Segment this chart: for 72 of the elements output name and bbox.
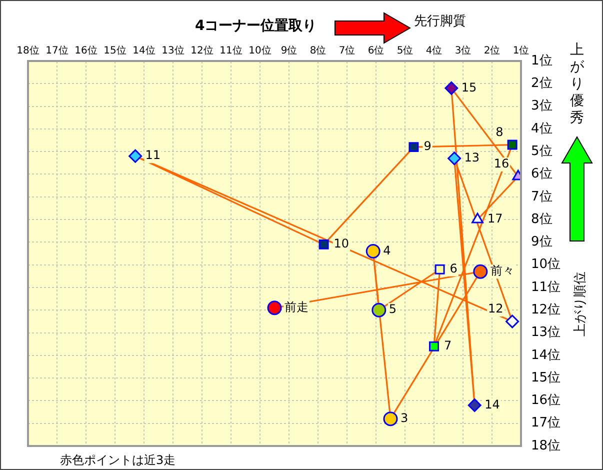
y-axis-title: 上がり順位 bbox=[572, 270, 589, 338]
annotation: 17 bbox=[488, 212, 503, 226]
x-tick-label: 3位 bbox=[454, 44, 472, 57]
text: 先行脚質 bbox=[414, 13, 466, 30]
text: 赤色ポイントは近3走 bbox=[60, 452, 176, 469]
point bbox=[507, 140, 518, 150]
point bbox=[408, 142, 419, 152]
annotation: 8 bbox=[496, 124, 504, 139]
y-tick-label: 15位 bbox=[531, 370, 561, 386]
x-tick-label: 10位 bbox=[248, 44, 272, 57]
annotation: 11 bbox=[145, 148, 161, 162]
annotation: 5 bbox=[388, 302, 397, 316]
x-tick-label: 17位 bbox=[46, 44, 68, 57]
x-tick-label: 7位 bbox=[338, 44, 356, 57]
x-tick-label: 15位 bbox=[104, 44, 126, 57]
point bbox=[473, 264, 488, 279]
x-tick-label: 6位 bbox=[368, 44, 384, 57]
x-tick-label: 13位 bbox=[162, 44, 184, 57]
annotation: 10 bbox=[334, 236, 350, 251]
point bbox=[434, 264, 445, 274]
annotation: 7 bbox=[444, 338, 452, 352]
x-tick-label: 5位 bbox=[396, 44, 414, 57]
point bbox=[383, 412, 398, 426]
y-tick-label: 11位 bbox=[531, 280, 561, 295]
annotation: 16 bbox=[494, 156, 510, 171]
x-tick-label: 12位 bbox=[190, 44, 214, 57]
annotation: 前々 bbox=[490, 264, 514, 278]
annotation: 6 bbox=[450, 261, 458, 276]
annotation: 3 bbox=[400, 410, 408, 425]
point bbox=[429, 341, 439, 352]
x-tick-label: 18位 bbox=[16, 44, 40, 57]
annotation: 13 bbox=[464, 150, 480, 165]
y-tick-label: 5位 bbox=[531, 144, 552, 159]
annotation: 前走 bbox=[284, 300, 308, 314]
y-tick-label: 17位 bbox=[531, 416, 561, 431]
y-tick-label: 8位 bbox=[531, 212, 552, 227]
point bbox=[444, 81, 458, 95]
y-tick-label: 2位 bbox=[531, 76, 552, 92]
annotation: 9 bbox=[424, 139, 432, 154]
point bbox=[472, 212, 484, 224]
y-tick-label: 18位 bbox=[531, 438, 561, 454]
point bbox=[318, 239, 329, 250]
x-tick-label: 1位 bbox=[512, 44, 530, 57]
text: 上がり優秀 bbox=[569, 42, 585, 127]
point bbox=[448, 152, 462, 166]
x-tick-label: 9位 bbox=[280, 44, 298, 57]
point bbox=[267, 300, 282, 316]
x-tick-label: 14位 bbox=[132, 44, 156, 57]
point bbox=[372, 302, 386, 318]
point bbox=[366, 244, 380, 258]
y-tick-label: 10位 bbox=[531, 257, 561, 272]
x-tick-label: 16位 bbox=[74, 44, 98, 57]
annotation: 14 bbox=[484, 397, 500, 412]
x-tick-label: 8位 bbox=[310, 44, 326, 57]
y-tick-label: 4位 bbox=[531, 121, 552, 136]
y-tick-label: 6位 bbox=[531, 166, 552, 182]
annotation: 15 bbox=[461, 80, 477, 94]
y-tick-label: 13位 bbox=[531, 325, 561, 340]
y-tick-label: 16位 bbox=[531, 393, 561, 408]
y-tick-label: 9位 bbox=[531, 234, 552, 250]
x-tick-label: 2位 bbox=[484, 44, 500, 57]
annotation: 4 bbox=[383, 243, 391, 258]
x-tick-label: 11位 bbox=[220, 44, 242, 57]
y-tick-label: 12位 bbox=[531, 302, 561, 318]
x-tick-label: 4位 bbox=[426, 44, 442, 57]
y-tick-label: 14位 bbox=[531, 348, 561, 363]
x-axis-title: 4コーナー位置取り bbox=[195, 17, 317, 35]
point bbox=[128, 149, 142, 163]
annotation: 12 bbox=[488, 302, 504, 316]
y-tick-label: 3位 bbox=[531, 98, 552, 114]
y-tick-label: 7位 bbox=[531, 189, 552, 204]
point bbox=[468, 398, 482, 412]
